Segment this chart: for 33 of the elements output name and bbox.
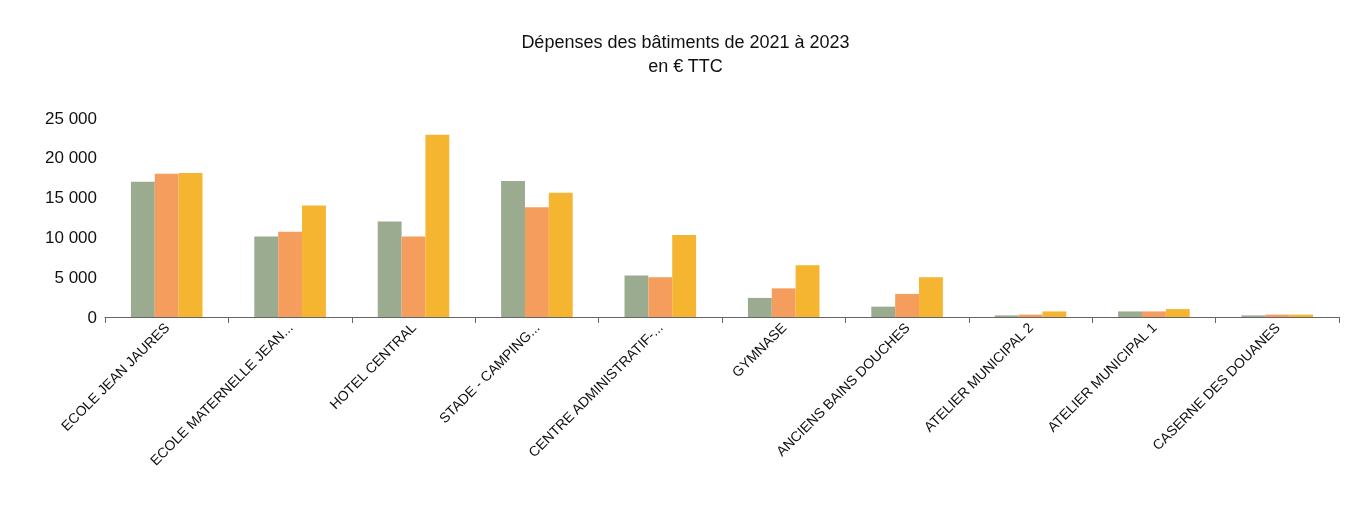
y-tick-label: 10 000 bbox=[45, 227, 97, 247]
bar bbox=[524, 207, 549, 317]
bar bbox=[278, 231, 303, 317]
bar bbox=[130, 181, 155, 317]
bar bbox=[747, 297, 772, 317]
bar bbox=[401, 236, 426, 317]
y-tick-label: 25 000 bbox=[45, 108, 97, 128]
bar bbox=[1165, 309, 1190, 317]
bar bbox=[154, 173, 179, 317]
bar bbox=[254, 236, 279, 317]
bar bbox=[895, 293, 920, 317]
bar bbox=[302, 205, 326, 317]
bar bbox=[672, 235, 697, 317]
bar bbox=[501, 180, 525, 317]
bar bbox=[1118, 311, 1142, 317]
y-tick-label: 5 000 bbox=[54, 267, 97, 287]
bar bbox=[871, 306, 896, 317]
bar bbox=[425, 134, 450, 317]
bar bbox=[648, 277, 673, 317]
y-tick-label: 0 bbox=[87, 307, 97, 327]
bar bbox=[771, 288, 796, 317]
bar bbox=[178, 172, 203, 317]
bar bbox=[919, 277, 943, 317]
chart-subtitle: en € TTC bbox=[648, 56, 723, 76]
bar bbox=[624, 275, 649, 317]
y-tick-label: 20 000 bbox=[45, 148, 97, 168]
bar bbox=[795, 265, 820, 317]
bar bbox=[1042, 311, 1067, 317]
bar bbox=[548, 192, 573, 317]
chart-title: Dépenses des bâtiments de 2021 à 2023 bbox=[521, 32, 850, 52]
bar bbox=[1141, 311, 1166, 317]
y-tick-label: 15 000 bbox=[45, 188, 97, 208]
bar bbox=[377, 221, 402, 317]
